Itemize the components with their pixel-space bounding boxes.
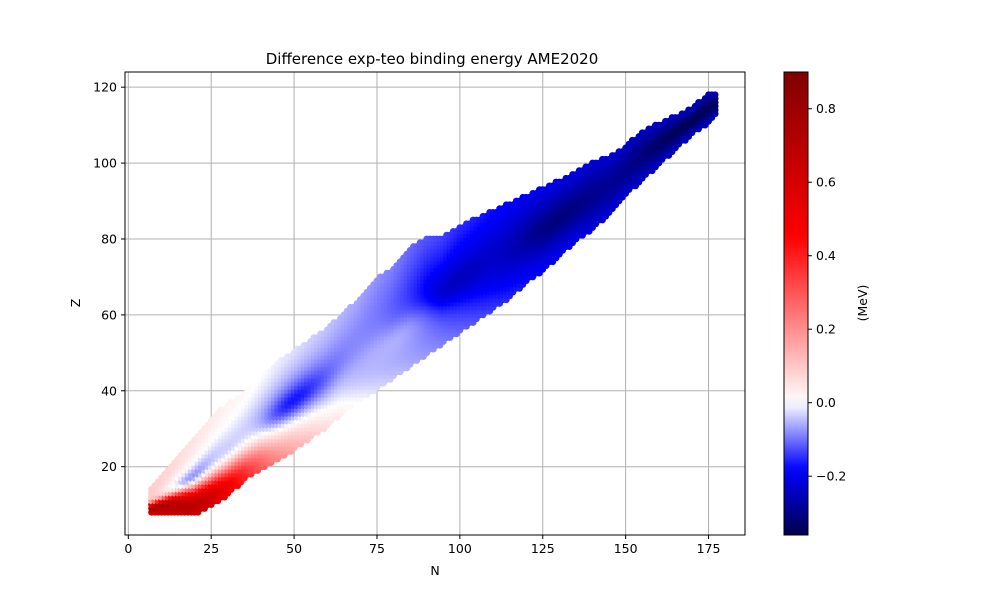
y-tick-label: 100 [93, 156, 117, 171]
y-axis-label: Z [68, 299, 83, 308]
chart-title: Difference exp-teo binding energy AME202… [266, 50, 599, 68]
x-tick-label: 25 [203, 541, 219, 556]
x-axis: 0 25 50 75 100 125 150 175 [124, 535, 720, 556]
nuclei-band [148, 91, 719, 516]
colorbar-tick-label: 0.8 [816, 101, 836, 116]
x-tick-label: 75 [369, 541, 385, 556]
colorbar-tick-label: 0.4 [816, 248, 836, 263]
x-tick-label: 100 [448, 541, 472, 556]
colorbar-tick-label: 0.6 [816, 175, 836, 190]
x-tick-label: 50 [286, 541, 302, 556]
y-tick-label: 120 [93, 80, 117, 95]
colorbar: 0.8 0.6 0.4 0.2 0.0 −0.2 (MeV) [783, 71, 870, 536]
y-tick-label: 20 [101, 459, 117, 474]
y-tick-label: 80 [101, 231, 117, 246]
x-tick-label: 175 [697, 541, 721, 556]
x-axis-label: N [430, 563, 439, 578]
colorbar-tick-label: 0.2 [816, 322, 836, 337]
x-tick-label: 0 [124, 541, 132, 556]
y-tick-label: 40 [101, 383, 117, 398]
colorbar-tick-label: 0.0 [816, 395, 836, 410]
y-tick-label: 60 [101, 307, 117, 322]
plot-frame [124, 71, 746, 536]
x-tick-label: 125 [531, 541, 555, 556]
colorbar-gradient [783, 71, 809, 536]
colorbar-tick-label: −0.2 [816, 469, 846, 484]
y-axis: 20 40 60 80 100 120 [93, 80, 125, 474]
colorbar-label: (MeV) [855, 285, 870, 322]
nucleus-point [711, 91, 719, 99]
colorbar-ticks: 0.8 0.6 0.4 0.2 0.0 −0.2 [808, 101, 846, 484]
x-tick-label: 150 [614, 541, 638, 556]
